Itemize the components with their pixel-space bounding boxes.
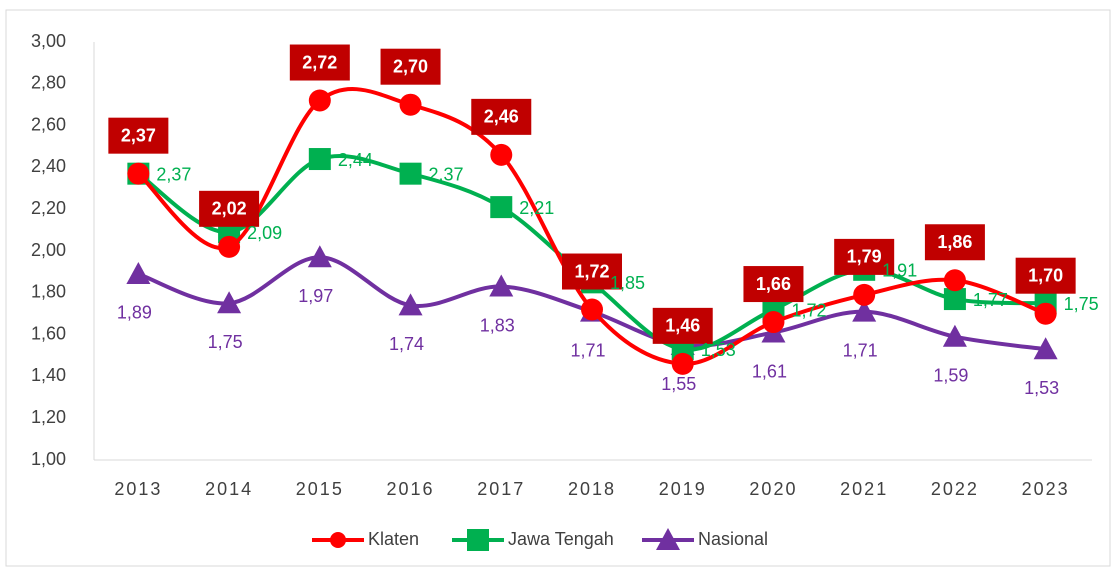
data-point [1033,337,1058,360]
y-tick-label: 1,80 [31,282,66,302]
data-label: 1,61 [752,361,787,381]
data-label: 1,74 [389,334,424,354]
data-label: 2,09 [247,223,282,243]
y-tick-label: 2,00 [31,240,66,260]
legend-label: Jawa Tengah [508,529,614,549]
x-tick-label: 2016 [387,479,435,499]
data-label-box [652,307,713,344]
x-tick-label: 2018 [568,479,616,499]
data-label: 1,75 [208,332,243,352]
data-point [581,298,603,321]
data-point [943,269,966,292]
data-point [490,196,513,219]
data-point [489,274,514,297]
data-point [308,148,331,171]
data-label-box [743,266,804,303]
x-tick-label: 2019 [659,479,707,499]
data-label: 1,46 [665,316,700,336]
x-tick-label: 2015 [296,479,344,499]
legend-marker [467,529,489,551]
legend-label: Nasional [698,529,768,549]
data-point [762,311,785,334]
data-label: 2,21 [519,198,554,218]
y-tick-label: 2,60 [31,114,66,134]
data-label-box [380,48,441,85]
data-label-box [199,190,260,227]
data-label: 2,37 [121,125,156,145]
y-tick-label: 1,60 [31,323,66,343]
data-label: 1,97 [298,286,333,306]
data-label: 1,91 [882,261,917,281]
x-tick-label: 2017 [477,479,525,499]
data-label: 1,77 [973,290,1008,310]
data-label: 1,53 [701,340,736,360]
data-point [126,261,151,284]
data-label: 1,70 [1028,265,1063,285]
data-point [127,162,150,185]
data-label: 1,75 [1064,294,1099,314]
x-tick-label: 2020 [749,479,797,499]
data-label: 1,86 [937,232,972,252]
data-label-box [562,253,622,290]
data-label: 1,59 [933,365,968,385]
data-label: 2,37 [429,164,464,184]
x-tick-label: 2022 [931,479,979,499]
data-label: 1,71 [843,340,878,360]
data-label: 2,70 [393,56,428,76]
data-label: 1,53 [1024,378,1059,398]
y-tick-label: 1,40 [31,365,66,385]
data-label-box [834,238,895,275]
data-label: 1,71 [570,340,605,360]
data-label-box [1015,257,1076,294]
data-point [852,299,877,322]
data-label: 2,72 [302,52,337,72]
data-point [490,143,513,166]
data-point [217,291,242,314]
data-point [943,288,966,311]
data-label-box [924,224,985,261]
data-label-box [471,98,532,135]
data-point [1034,302,1057,325]
data-label: 1,85 [610,273,645,293]
data-label: 1,66 [756,274,791,294]
data-point [308,89,331,112]
data-point [399,93,422,116]
data-label: 1,79 [847,247,882,267]
data-label: 1,72 [791,300,826,320]
data-point [942,324,967,347]
x-tick-label: 2014 [205,479,253,499]
data-label-box [289,44,350,81]
data-point [218,235,241,258]
y-tick-label: 1,20 [31,407,66,427]
y-tick-label: 3,00 [31,31,66,51]
data-point [398,293,423,316]
legend-marker [656,528,680,550]
y-tick-label: 2,80 [31,73,66,93]
x-tick-label: 2021 [840,479,888,499]
data-label: 1,55 [661,374,696,394]
data-label-box [108,117,169,154]
x-tick-label: 2013 [114,479,162,499]
y-tick-label: 2,40 [31,156,66,176]
y-tick-label: 1,00 [31,449,66,469]
data-point [307,245,332,268]
data-label: 1,72 [574,261,609,281]
data-label: 2,37 [156,164,191,184]
legend-marker [330,532,346,548]
data-point [399,162,422,185]
data-label: 1,83 [480,315,515,335]
x-tick-label: 2023 [1022,479,1070,499]
legend-label: Klaten [368,529,419,549]
data-point [853,283,876,306]
data-label: 2,44 [338,150,373,170]
data-label: 2,02 [212,199,247,219]
data-point [671,352,694,375]
y-tick-label: 2,20 [31,198,66,218]
data-label: 2,46 [484,107,519,127]
data-label: 1,89 [117,303,152,323]
